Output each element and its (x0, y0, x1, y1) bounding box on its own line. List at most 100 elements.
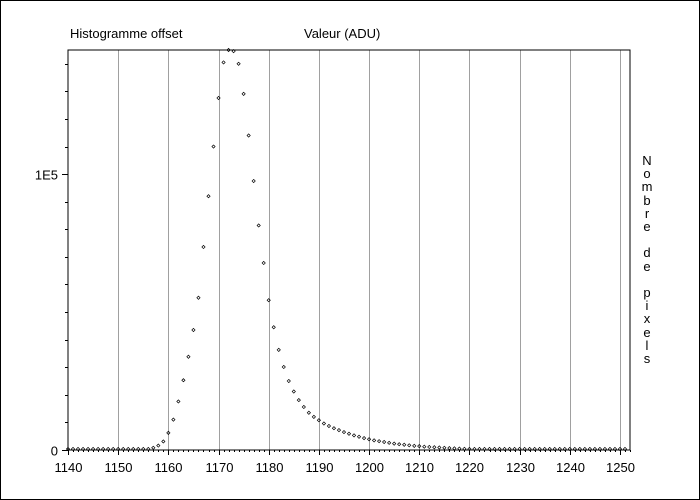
data-point (75, 446, 81, 452)
data-point (131, 446, 136, 452)
data-point (371, 438, 377, 443)
data-point (607, 446, 613, 452)
data-point (171, 417, 176, 422)
data-point (276, 347, 281, 352)
data-point (512, 446, 517, 452)
data-point (336, 428, 342, 433)
data-point (211, 144, 216, 149)
data-point (226, 47, 231, 53)
y-tick-label: 1E5 (35, 168, 58, 183)
y-tick-label: 0 (51, 444, 58, 459)
data-point (562, 446, 567, 452)
data-point (141, 446, 146, 452)
data-point (156, 443, 161, 448)
data-point (502, 446, 507, 452)
data-point (70, 446, 76, 452)
data-point (151, 445, 156, 450)
data-point (241, 91, 246, 96)
data-point (572, 446, 577, 452)
x-axis-label: Valeur (ADU) (304, 26, 381, 41)
data-point (286, 378, 291, 384)
data-point (196, 295, 201, 300)
data-point (522, 446, 527, 452)
data-point (532, 446, 537, 452)
data-point (517, 446, 522, 452)
data-point (442, 445, 447, 450)
data-point (437, 445, 442, 450)
data-point (492, 446, 497, 452)
data-point (537, 446, 542, 452)
data-point (306, 410, 311, 415)
data-point (547, 446, 552, 452)
data-point (567, 446, 572, 452)
data-point (387, 440, 392, 445)
data-point (321, 421, 327, 426)
data-point (126, 446, 131, 452)
data-point (557, 446, 562, 452)
data-point (106, 446, 111, 452)
data-points (65, 47, 628, 452)
data-point (587, 446, 592, 452)
data-point (417, 444, 422, 449)
data-point (452, 446, 457, 451)
x-tick-label: 1230 (506, 460, 535, 475)
data-point (361, 436, 367, 441)
data-point (382, 439, 387, 445)
x-tick-label: 1240 (556, 460, 585, 475)
data-point (316, 418, 321, 423)
data-point (472, 446, 477, 452)
data-point (161, 439, 166, 444)
data-point (121, 446, 126, 452)
data-point (432, 445, 437, 450)
data-point (487, 446, 492, 452)
data-point (96, 446, 101, 452)
data-point (457, 446, 462, 451)
data-point (542, 446, 547, 452)
data-point (186, 354, 191, 359)
data-point (191, 327, 196, 333)
data-point (236, 61, 241, 66)
data-point (251, 178, 256, 184)
data-point (166, 430, 171, 435)
data-point (331, 426, 337, 431)
data-point (427, 444, 432, 450)
data-point (422, 444, 427, 449)
data-point (412, 443, 417, 448)
data-point (612, 446, 618, 452)
data-point (136, 446, 141, 452)
data-point (577, 446, 582, 452)
data-point (311, 414, 316, 419)
data-point (111, 446, 116, 452)
x-tick-label: 1250 (606, 460, 635, 475)
data-point (407, 443, 412, 448)
data-point (366, 437, 372, 442)
data-point (90, 446, 96, 452)
data-point (176, 399, 181, 404)
data-point (507, 446, 512, 452)
data-point (617, 446, 623, 452)
data-point (482, 446, 487, 452)
data-point (271, 325, 276, 330)
data-point (346, 431, 352, 436)
x-tick-label: 1190 (306, 460, 334, 475)
data-point (291, 389, 296, 394)
x-tick-label: 1220 (455, 460, 484, 475)
data-point (582, 446, 587, 452)
data-point (592, 446, 597, 452)
data-point (181, 378, 186, 383)
data-point (216, 95, 221, 101)
data-point (341, 429, 347, 435)
data-point (266, 298, 271, 303)
data-point (377, 439, 382, 444)
data-point (597, 446, 602, 452)
data-point (397, 442, 402, 447)
x-tick-label: 1170 (206, 460, 234, 475)
data-point (392, 441, 397, 446)
data-point (146, 446, 151, 452)
data-point (552, 446, 557, 452)
data-point (101, 446, 106, 452)
data-point (296, 397, 301, 403)
data-point (622, 446, 628, 452)
x-tick-label: 1140 (55, 460, 83, 475)
